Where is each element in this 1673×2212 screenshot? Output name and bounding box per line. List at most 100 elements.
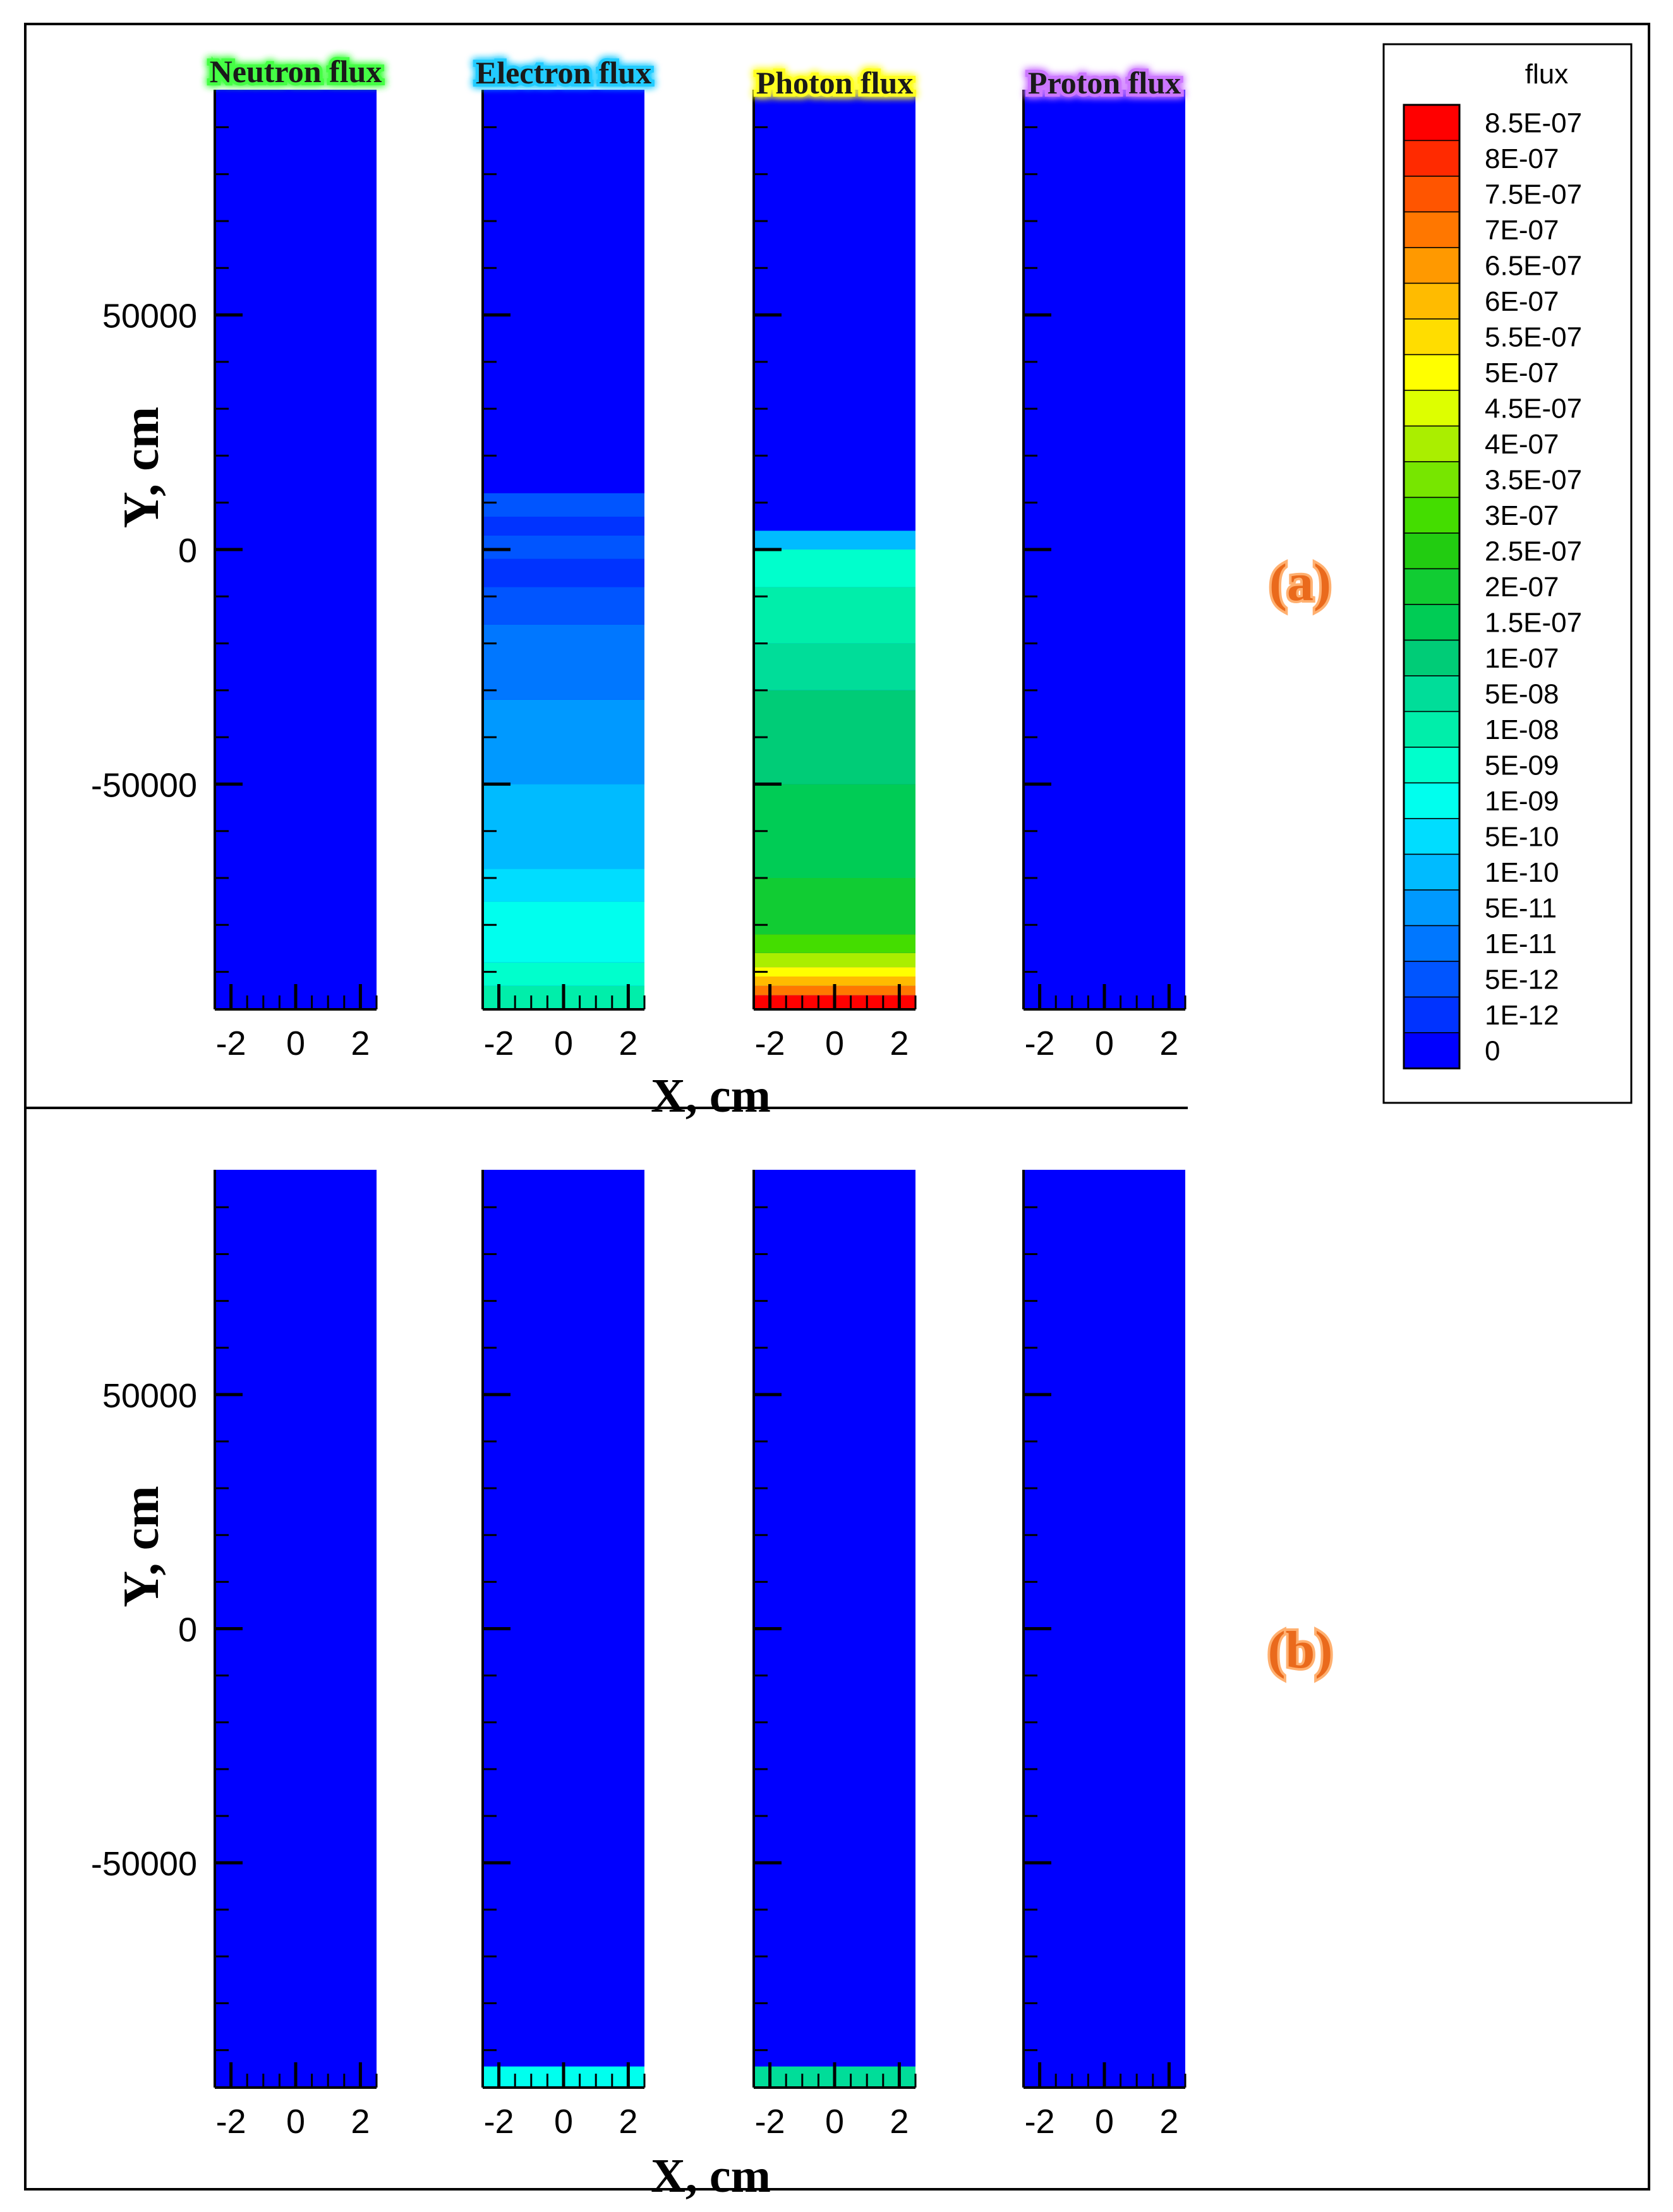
- x-tick-label: -2: [484, 1025, 514, 1062]
- colorbar-level-label: 1E-07: [1485, 643, 1559, 674]
- flux-band: [754, 690, 915, 784]
- colorbar-level-label: 1E-08: [1485, 714, 1559, 745]
- y-axis-label: Y, cm: [114, 1486, 169, 1608]
- colorbar-swatch: [1403, 247, 1460, 284]
- x-tick-label: 2: [351, 1025, 370, 1062]
- colorbar-level-label: 1E-11: [1485, 929, 1557, 959]
- x-tick-label: 2: [619, 1025, 637, 1062]
- column-title-glow: Proton flux: [1028, 65, 1181, 100]
- panel-label: (b)(b): [1265, 1618, 1336, 1682]
- x-tick-label: -2: [484, 2103, 514, 2141]
- y-tick-label: 0: [178, 532, 197, 570]
- x-tick-label: 0: [554, 1025, 573, 1062]
- column-title-glow: Electron flux: [476, 55, 651, 90]
- colorbar-level-label: 2.5E-07: [1485, 536, 1582, 567]
- colorbar-level-label: 1.5E-07: [1485, 607, 1582, 638]
- flux-band: [754, 587, 915, 644]
- panel-label: (a)(a): [1267, 551, 1334, 615]
- colorbar-level-label: 7.5E-07: [1485, 179, 1582, 210]
- x-tick-label: 0: [825, 2103, 844, 2141]
- colorbar-swatch: [1403, 675, 1460, 712]
- colorbar-level-label: 6E-07: [1485, 286, 1559, 317]
- colorbar-level-label: 7E-07: [1485, 215, 1559, 246]
- colorbar-swatch: [1403, 318, 1460, 356]
- x-tick-label: -2: [755, 2103, 785, 2141]
- panel-label-outline: (b): [1268, 1621, 1333, 1680]
- colorbar-swatch: [1403, 925, 1460, 962]
- colorbar-title: flux: [1525, 59, 1568, 90]
- x-tick-label: 2: [1159, 1025, 1178, 1062]
- y-tick-label: 50000: [102, 298, 197, 335]
- flux-band: [754, 977, 915, 986]
- flux-band: [483, 535, 644, 559]
- colorbar-swatch: [1403, 354, 1460, 391]
- x-tick-label: 2: [351, 2103, 370, 2141]
- y-axis-label: Y, cm: [114, 407, 169, 529]
- y-tick-label: -50000: [91, 766, 197, 804]
- flux-band: [754, 878, 915, 935]
- colorbar-swatch: [1403, 282, 1460, 320]
- colorbar-swatch: [1403, 211, 1460, 248]
- flux-band: [483, 587, 644, 625]
- colorbar-swatch: [1403, 176, 1460, 213]
- column-electron-flux: -2 0 2: [481, 1170, 646, 2141]
- flux-band: [483, 558, 644, 587]
- colorbar-level-label: 2E-07: [1485, 572, 1559, 603]
- flux-band: [754, 550, 915, 587]
- y-tick-label: -50000: [91, 1845, 197, 1883]
- flux-band: [483, 699, 644, 784]
- colorbar-level-label: 3.5E-07: [1485, 464, 1582, 495]
- column-title-glow: Neutron flux: [210, 54, 382, 89]
- x-tick-label: 2: [890, 2103, 909, 2141]
- colorbar-swatch: [1403, 639, 1460, 676]
- x-tick-label: -2: [1025, 1025, 1055, 1062]
- x-tick-label: 2: [1159, 2103, 1178, 2141]
- flux-band: [483, 869, 644, 902]
- panel-label-text: (a): [1269, 553, 1331, 612]
- panel-b: Y, cm 50000 0 -50000 -2 0 2 -2 0 2 -2 0 2 -2 0 2 X, cm (b…: [91, 1170, 1336, 2203]
- flux-band: [483, 517, 644, 536]
- colorbar-level-label: 5.5E-07: [1485, 322, 1582, 352]
- panel-a: Y, cm 50000 0 -50000 -2 0 2 Neutron fluxNeutron…: [91, 51, 1334, 1122]
- column-title-text: Electron flux: [476, 55, 651, 90]
- flux-band: [483, 901, 644, 963]
- colorbar-swatch-outline: [1403, 104, 1461, 1069]
- colorbar-level-label: 4.5E-07: [1485, 393, 1582, 424]
- colorbar-level-label: 1E-12: [1485, 1000, 1559, 1031]
- x-axis-label: X, cm: [651, 1069, 771, 1122]
- colorbar-swatch: [1403, 1032, 1460, 1069]
- x-tick-label: -2: [1025, 2103, 1055, 2141]
- colorbar-level-label: 5E-12: [1485, 964, 1559, 995]
- colorbar-level-label: 5E-07: [1485, 358, 1559, 388]
- colorbar-swatch: [1403, 996, 1460, 1033]
- flux-band: [483, 493, 644, 517]
- colorbar-swatch: [1403, 496, 1460, 534]
- y-tick-label: 0: [178, 1611, 197, 1649]
- x-tick-label: 2: [890, 1025, 909, 1062]
- flux-band: [754, 953, 915, 968]
- flux-band: [754, 531, 915, 550]
- x-tick-label: -2: [216, 1025, 246, 1062]
- colorbar-swatch: [1403, 818, 1460, 855]
- colorbar-swatch: [1403, 140, 1460, 177]
- colorbar-swatch: [1403, 782, 1460, 819]
- panel-label-outline: (a): [1269, 553, 1331, 612]
- column-title-text: Proton flux: [1028, 65, 1181, 100]
- flux-band: [754, 784, 915, 878]
- x-axis-label: X, cm: [651, 2149, 771, 2203]
- flux-band: [754, 643, 915, 690]
- colorbar-level-label: 5E-11: [1485, 893, 1557, 923]
- x-tick-label: 0: [286, 1025, 305, 1062]
- x-tick-label: 2: [619, 2103, 637, 2141]
- x-tick-label: 0: [554, 2103, 573, 2141]
- colorbar-swatch: [1403, 104, 1460, 141]
- colorbar-level-label: 4E-07: [1485, 429, 1559, 460]
- panel-label-text: (b): [1268, 1621, 1333, 1680]
- colorbar-level-label: 5E-09: [1485, 750, 1559, 781]
